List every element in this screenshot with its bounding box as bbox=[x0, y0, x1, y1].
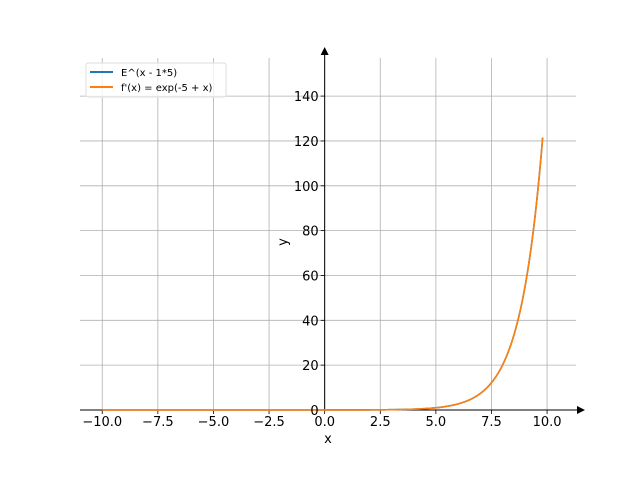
x-tick-label: −10.0 bbox=[82, 415, 122, 430]
legend-label-series-1: E^(x - 1*5) bbox=[121, 68, 177, 79]
legend: E^(x - 1*5) f'(x) = exp(-5 + x) bbox=[85, 62, 227, 98]
y-tick-label: 140 bbox=[294, 90, 319, 105]
y-tick-label: 40 bbox=[302, 314, 319, 329]
x-tick-label: −5.0 bbox=[198, 415, 230, 430]
x-axis-label: x bbox=[324, 432, 332, 447]
x-tick-label: 7.5 bbox=[481, 415, 502, 430]
series-layer bbox=[102, 137, 544, 411]
y-axis-arrow bbox=[320, 47, 329, 55]
x-tick-label: 0.0 bbox=[314, 415, 335, 430]
y-tick-label: 60 bbox=[302, 269, 319, 284]
grid bbox=[80, 58, 576, 411]
y-tick-label: 80 bbox=[302, 225, 319, 240]
x-tick-label: −7.5 bbox=[142, 415, 174, 430]
y-tick-label: 20 bbox=[302, 359, 319, 374]
y-tick-label: 120 bbox=[294, 135, 319, 150]
x-tick-label: −2.5 bbox=[253, 415, 285, 430]
x-tick-label: 5.0 bbox=[426, 415, 447, 430]
x-tick-label: 10.0 bbox=[533, 415, 562, 430]
series-line-2 bbox=[102, 137, 544, 411]
legend-label-series-2: f'(x) = exp(-5 + x) bbox=[121, 83, 212, 94]
legend-box bbox=[85, 62, 227, 98]
x-axis-arrow bbox=[577, 406, 585, 414]
tick-labels: −10.0 −7.5 −5.0 −2.5 0.0 2.5 5.0 7.5 10.0 0 20 40 60… bbox=[82, 90, 561, 430]
x-tick-label: 2.5 bbox=[370, 415, 391, 430]
series-line-1 bbox=[102, 137, 544, 411]
y-tick-label: 0 bbox=[310, 404, 318, 419]
y-axis-label: y bbox=[276, 238, 291, 246]
y-tick-label: 100 bbox=[294, 180, 319, 195]
